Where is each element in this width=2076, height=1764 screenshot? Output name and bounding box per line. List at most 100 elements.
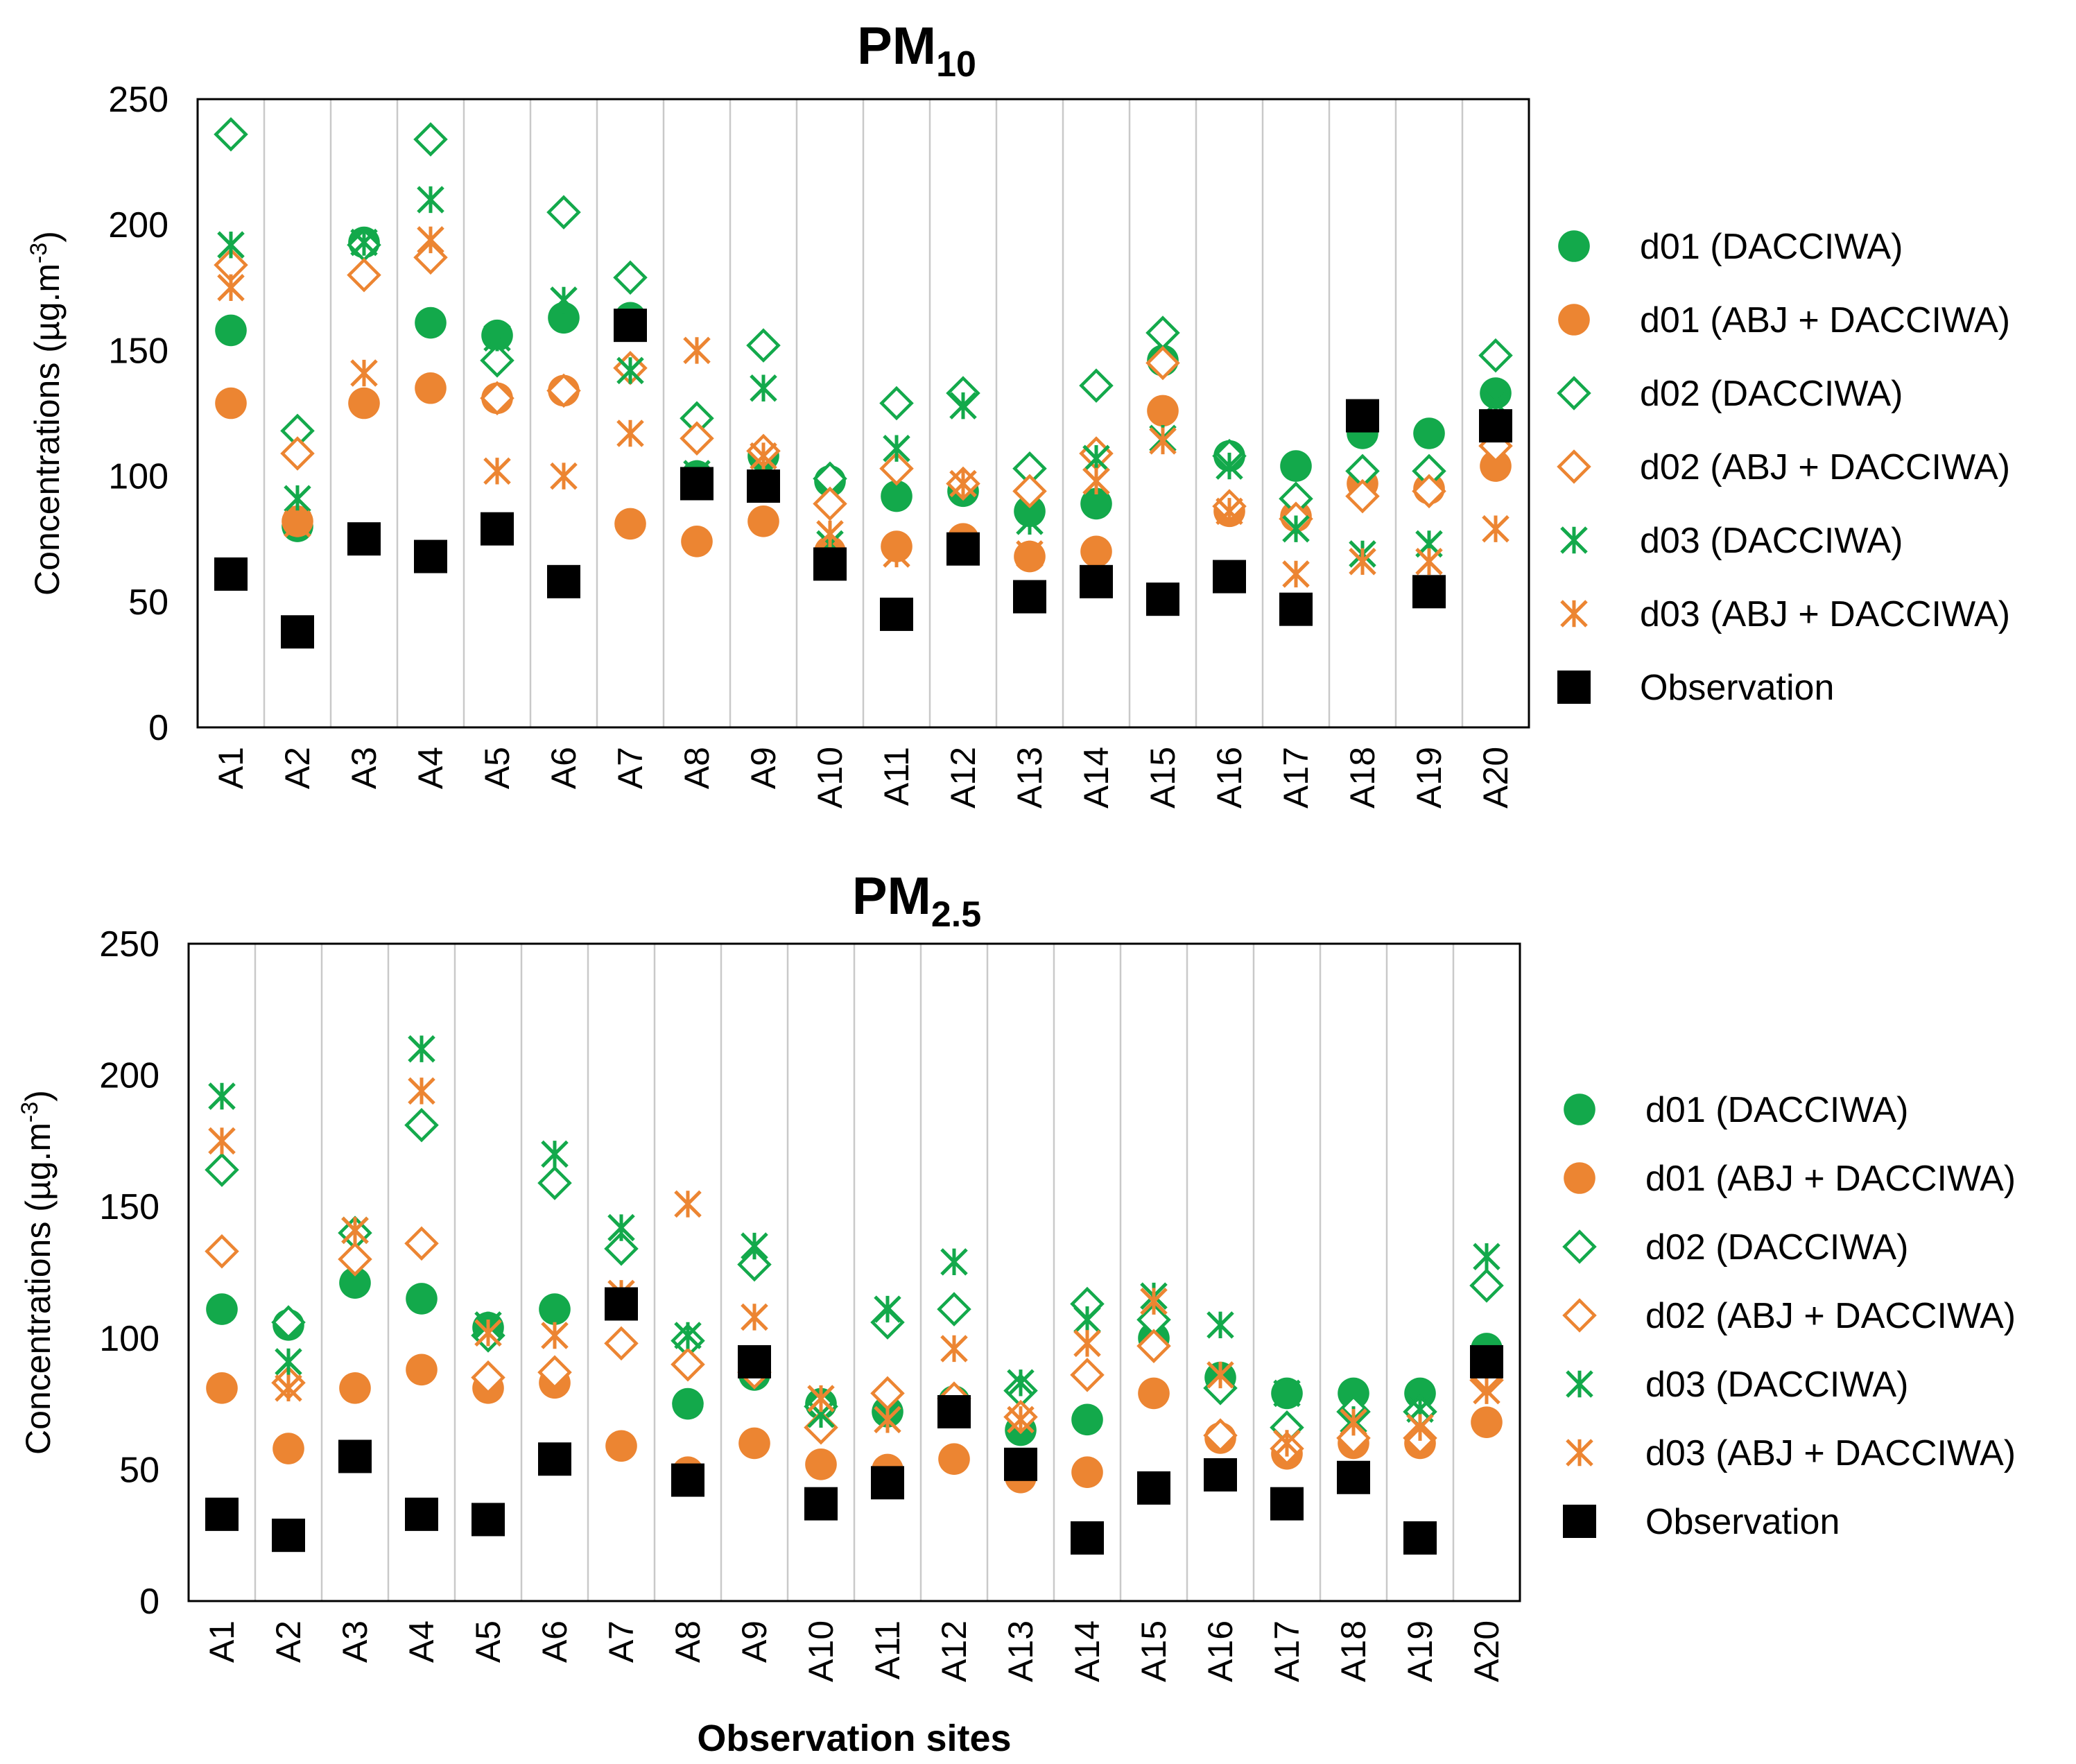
pm10-point-d03-dacciwa (217, 231, 245, 259)
pm10-point-observation (1479, 409, 1512, 443)
pm25-point-d01-abj-dacciwa (339, 1372, 371, 1404)
pm10-point-d02-dacciwa (413, 122, 448, 157)
pm25-point-observation (205, 1497, 239, 1531)
pm25-point-d02-dacciwa (205, 1152, 239, 1187)
pm25-point-observation (272, 1519, 305, 1553)
pm10-legend-item: d03 (ABJ + DACCIWA) (1560, 594, 2010, 634)
pm25-x-tick-label: A8 (668, 1620, 707, 1663)
pm10-legend-marker-d02-dacciwa (1557, 376, 1591, 410)
pm25-point-d03-dacciwa (1273, 1379, 1301, 1408)
pm25-point-d01-abj-dacciwa (938, 1443, 970, 1476)
pm10-point-d03-dacciwa (750, 374, 777, 402)
pm10-legend-marker-d03-dacciwa (1560, 526, 1588, 554)
pm25-point-d02-abj-dacciwa (537, 1355, 572, 1390)
pm25-point-d03-abj-dacciwa (1140, 1287, 1168, 1315)
pm25-legend-item: d03 (ABJ + DACCIWA) (1566, 1433, 2016, 1473)
pm10-point-d03-dacciwa (284, 485, 311, 512)
pm10-point-observation (680, 467, 713, 501)
pm10-point-d03-dacciwa (949, 392, 977, 420)
pm10-legend-item: d02 (ABJ + DACCIWA) (1557, 447, 2010, 487)
pm10-series-observation (214, 309, 1512, 649)
pm25-legend-item: Observation (1563, 1502, 1840, 1542)
pm10-point-d01-abj-dacciwa (614, 508, 646, 540)
pm25-point-d01-dacciwa (339, 1267, 371, 1299)
pm10-y-axis-label: Concentrations (µg.m-3) (26, 231, 67, 596)
pm25-point-observation (1071, 1521, 1104, 1555)
pm10-point-d01-dacciwa (215, 314, 247, 347)
pm10-point-d02-dacciwa (746, 328, 781, 363)
pm25-point-observation (1204, 1458, 1237, 1491)
pm25-y-tick-label: 250 (99, 924, 159, 965)
pm25-y-tick-label: 50 (119, 1450, 159, 1490)
pm25-point-d03-abj-dacciwa (1206, 1361, 1234, 1389)
pm25-point-d03-abj-dacciwa (1273, 1429, 1301, 1458)
pm10-legend-label: d01 (DACCIWA) (1640, 227, 1903, 267)
pm25-legend-item: d01 (DACCIWA) (1564, 1090, 1908, 1130)
pm25-legend-item: d02 (DACCIWA) (1562, 1227, 1908, 1268)
pm25-legend-marker-d01-dacciwa (1564, 1093, 1595, 1125)
pm10-point-d01-dacciwa (415, 306, 447, 339)
pm10-point-d02-abj-dacciwa (280, 436, 315, 471)
pm25-x-tick-label: A17 (1268, 1620, 1306, 1682)
pm25-point-d03-abj-dacciwa (1340, 1408, 1367, 1436)
pm25-point-d02-abj-dacciwa (338, 1242, 372, 1277)
pm25-point-d03-abj-dacciwa (1073, 1329, 1101, 1358)
pm10-point-d03-abj-dacciwa (1482, 514, 1510, 543)
pm10-point-observation (1013, 580, 1046, 614)
pm25-point-d03-dacciwa (1206, 1311, 1234, 1339)
pm25-point-observation (1470, 1344, 1503, 1378)
pm25-point-d01-dacciwa (406, 1283, 438, 1315)
pm10-point-d03-abj-dacciwa (1349, 548, 1376, 576)
pm25-point-observation (605, 1287, 638, 1321)
pm25-x-tick-label: A15 (1134, 1620, 1173, 1682)
pm25-point-observation (538, 1442, 571, 1476)
pm10-legend-marker-d01-abj-dacciwa (1558, 304, 1590, 336)
pm25-title: PM2.5 (852, 867, 981, 935)
pm10-point-d03-abj-dacciwa (550, 462, 578, 490)
pm25-point-d03-abj-dacciwa (807, 1385, 835, 1412)
pm25-point-d03-abj-dacciwa (874, 1406, 901, 1434)
pm10-point-d03-abj-dacciwa (417, 226, 444, 254)
pm10-x-tick-label: A12 (944, 747, 983, 808)
pm10-point-observation (547, 564, 580, 598)
pm25-plot-frame (187, 942, 1521, 1602)
pm10-x-tick-label: A7 (611, 747, 650, 789)
pm10-point-observation (880, 597, 913, 631)
pm10-y-tick-label: 50 (128, 582, 168, 623)
pm25-point-d02-dacciwa (604, 1231, 639, 1266)
pm10-title: PM10 (857, 17, 976, 85)
pm10-point-d03-dacciwa (616, 356, 644, 385)
pm25-point-d02-dacciwa (737, 1247, 772, 1282)
pm25-legend-label: Observation (1645, 1502, 1840, 1542)
pm10-point-d03-abj-dacciwa (1415, 548, 1443, 576)
pm25-point-d01-abj-dacciwa (605, 1430, 637, 1462)
pm10-legend-label: d03 (DACCIWA) (1640, 521, 1903, 561)
pm25-legend-label: d01 (DACCIWA) (1645, 1090, 1908, 1130)
pm10-point-observation (1412, 575, 1446, 609)
pm25-legend-item: d02 (ABJ + DACCIWA) (1562, 1296, 2016, 1336)
pm10-chart: PM10 0 50 100 150 200 250 A1 A2 A3 A4 A5 A6 A7 A8 A9 A… (26, 17, 2010, 808)
pm10-x-tick-label: A15 (1143, 747, 1182, 808)
pm25-point-d03-dacciwa (541, 1140, 569, 1168)
pm25-point-d02-abj-dacciwa (1070, 1358, 1105, 1392)
pm25-point-d03-abj-dacciwa (1473, 1376, 1500, 1405)
pm25-point-d02-abj-dacciwa (1203, 1418, 1238, 1453)
pm25-point-d03-dacciwa (874, 1295, 901, 1323)
pm10-point-observation (414, 539, 447, 573)
pm25-legend-marker-d03-abj-dacciwa (1566, 1439, 1593, 1467)
pm25-point-d03-dacciwa (674, 1322, 702, 1349)
pm25-legend-marker-d02-abj-dacciwa (1562, 1298, 1597, 1333)
pm10-point-d02-abj-dacciwa (680, 421, 714, 456)
pm10-point-d03-dacciwa (350, 228, 378, 257)
pm10-point-d01-abj-dacciwa (348, 387, 380, 420)
pm10-point-d02-dacciwa (879, 386, 914, 421)
pm10-point-d03-abj-dacciwa (217, 274, 245, 302)
pm10-point-observation (747, 469, 780, 503)
pm25-legend-item: d01 (ABJ + DACCIWA) (1564, 1159, 2016, 1199)
pm10-legend-item: d03 (DACCIWA) (1560, 521, 1903, 561)
pm10-point-d02-dacciwa (546, 195, 581, 230)
pm25-legend-item: d03 (DACCIWA) (1566, 1365, 1908, 1405)
pm25-y-tick-label: 100 (99, 1319, 159, 1359)
pm25-point-d01-abj-dacciwa (1138, 1377, 1170, 1410)
pm10-legend-marker-d03-abj-dacciwa (1560, 600, 1588, 628)
